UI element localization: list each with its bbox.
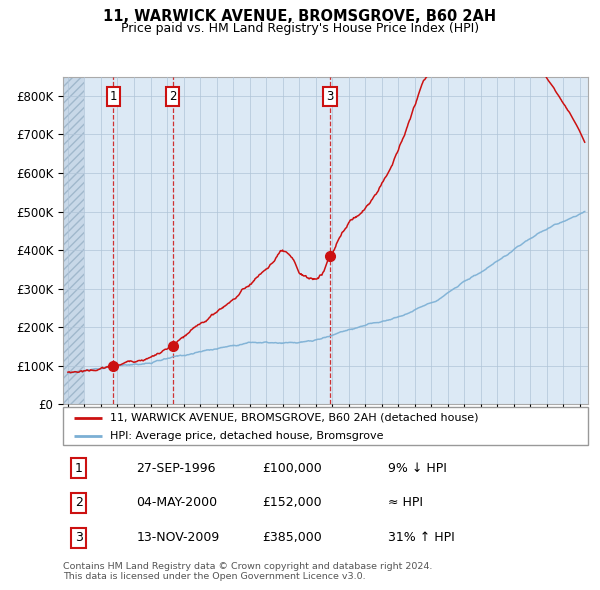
Text: Contains HM Land Registry data © Crown copyright and database right 2024.
This d: Contains HM Land Registry data © Crown c… — [63, 562, 433, 581]
Text: £100,000: £100,000 — [263, 461, 322, 474]
FancyBboxPatch shape — [63, 407, 588, 445]
Text: 11, WARWICK AVENUE, BROMSGROVE, B60 2AH: 11, WARWICK AVENUE, BROMSGROVE, B60 2AH — [103, 9, 497, 24]
Bar — [63, 77, 85, 404]
Text: Price paid vs. HM Land Registry's House Price Index (HPI): Price paid vs. HM Land Registry's House … — [121, 22, 479, 35]
Text: HPI: Average price, detached house, Bromsgrove: HPI: Average price, detached house, Brom… — [110, 431, 384, 441]
Text: 3: 3 — [326, 90, 334, 103]
Text: 04-MAY-2000: 04-MAY-2000 — [137, 496, 218, 510]
Text: 11, WARWICK AVENUE, BROMSGROVE, B60 2AH (detached house): 11, WARWICK AVENUE, BROMSGROVE, B60 2AH … — [110, 413, 479, 423]
Text: 31% ↑ HPI: 31% ↑ HPI — [389, 532, 455, 545]
Text: 9% ↓ HPI: 9% ↓ HPI — [389, 461, 448, 474]
Text: £385,000: £385,000 — [263, 532, 322, 545]
Text: £152,000: £152,000 — [263, 496, 322, 510]
Text: 27-SEP-1996: 27-SEP-1996 — [137, 461, 216, 474]
Text: 2: 2 — [75, 496, 83, 510]
Text: ≈ HPI: ≈ HPI — [389, 496, 424, 510]
Text: 13-NOV-2009: 13-NOV-2009 — [137, 532, 220, 545]
Text: 1: 1 — [110, 90, 117, 103]
Text: 2: 2 — [169, 90, 176, 103]
Text: 1: 1 — [75, 461, 83, 474]
Text: 3: 3 — [75, 532, 83, 545]
